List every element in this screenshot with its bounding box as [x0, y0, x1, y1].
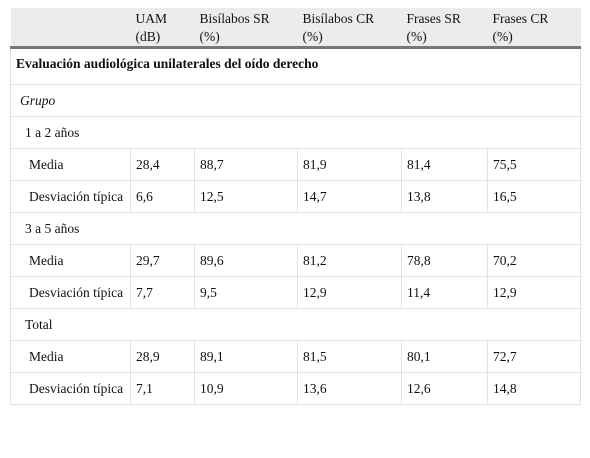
group-label: 3 a 5 años — [10, 212, 581, 245]
value-cell: 75,5 — [487, 148, 581, 181]
header-cell: Frases SR (%) — [401, 8, 488, 49]
group-label-row: 3 a 5 años — [10, 212, 581, 245]
value-cell: 12,9 — [297, 276, 402, 309]
column-name: Bisílabos CR — [302, 11, 375, 26]
value-cell: 7,1 — [130, 372, 195, 405]
data-row: Media 28,9 89,1 81,5 80,1 72,7 — [10, 340, 581, 373]
table-header: UAM (dB) Bisílabos SR (%) Bisílabos CR (%) Fra… — [10, 8, 581, 49]
value-cell: 12,6 — [401, 372, 488, 405]
column-name: Bisílabos SR — [199, 11, 270, 26]
column-unit: (%) — [406, 29, 427, 44]
column-unit: (%) — [492, 29, 513, 44]
row-label: Desviación típica — [10, 180, 131, 213]
value-cell: 81,2 — [297, 244, 402, 277]
data-table: UAM (dB) Bisílabos SR (%) Bisílabos CR (%) Fra… — [10, 8, 581, 405]
header-cell: Bisílabos CR (%) — [297, 8, 402, 49]
value-cell: 89,1 — [194, 340, 298, 373]
value-cell: 16,5 — [487, 180, 581, 213]
value-cell: 7,7 — [130, 276, 195, 309]
group-label-row: 1 a 2 años — [10, 116, 581, 149]
section-title: Evaluación audiológica unilaterales del … — [10, 47, 581, 85]
data-row: Desviación típica 7,1 10,9 13,6 12,6 14,8 — [10, 372, 581, 405]
value-cell: 80,1 — [401, 340, 488, 373]
row-label: Media — [10, 244, 131, 277]
value-cell: 13,6 — [297, 372, 402, 405]
group-label: Total — [10, 308, 581, 341]
column-unit: (dB) — [135, 29, 161, 44]
data-row: Desviación típica 6,6 12,5 14,7 13,8 16,5 — [10, 180, 581, 213]
value-cell: 29,7 — [130, 244, 195, 277]
value-cell: 13,8 — [401, 180, 488, 213]
value-cell: 12,5 — [194, 180, 298, 213]
row-label: Desviación típica — [10, 276, 131, 309]
row-label: Media — [10, 148, 131, 181]
row-label: Media — [10, 340, 131, 373]
subheading-row: Grupo — [10, 84, 581, 117]
header-row: UAM (dB) Bisílabos SR (%) Bisílabos CR (%) Fra… — [10, 8, 581, 49]
column-name: Frases SR — [406, 11, 461, 26]
value-cell: 72,7 — [487, 340, 581, 373]
group-label: 1 a 2 años — [10, 116, 581, 149]
value-cell: 78,8 — [401, 244, 488, 277]
group-label-row: Total — [10, 308, 581, 341]
value-cell: 81,9 — [297, 148, 402, 181]
value-cell: 11,4 — [401, 276, 488, 309]
header-cell: Bisílabos SR (%) — [194, 8, 298, 49]
value-cell: 6,6 — [130, 180, 195, 213]
subheading: Grupo — [10, 84, 581, 117]
value-cell: 28,9 — [130, 340, 195, 373]
value-cell: 14,7 — [297, 180, 402, 213]
value-cell: 28,4 — [130, 148, 195, 181]
header-cell: UAM (dB) — [130, 8, 195, 49]
column-name: Frases CR — [492, 11, 549, 26]
header-cell: Frases CR (%) — [487, 8, 581, 49]
value-cell: 81,4 — [401, 148, 488, 181]
data-row: Desviación típica 7,7 9,5 12,9 11,4 12,9 — [10, 276, 581, 309]
value-cell: 12,9 — [487, 276, 581, 309]
column-name: UAM — [135, 11, 168, 26]
value-cell: 81,5 — [297, 340, 402, 373]
value-cell: 9,5 — [194, 276, 298, 309]
value-cell: 14,8 — [487, 372, 581, 405]
value-cell: 10,9 — [194, 372, 298, 405]
column-unit: (%) — [199, 29, 220, 44]
data-row: Media 29,7 89,6 81,2 78,8 70,2 — [10, 244, 581, 277]
row-label: Desviación típica — [10, 372, 131, 405]
value-cell: 70,2 — [487, 244, 581, 277]
header-cell — [10, 8, 131, 49]
value-cell: 89,6 — [194, 244, 298, 277]
data-row: Media 28,4 88,7 81,9 81,4 75,5 — [10, 148, 581, 181]
column-unit: (%) — [302, 29, 323, 44]
section-title-row: Evaluación audiológica unilaterales del … — [10, 47, 581, 85]
table-body: Evaluación audiológica unilaterales del … — [10, 47, 581, 405]
value-cell: 88,7 — [194, 148, 298, 181]
